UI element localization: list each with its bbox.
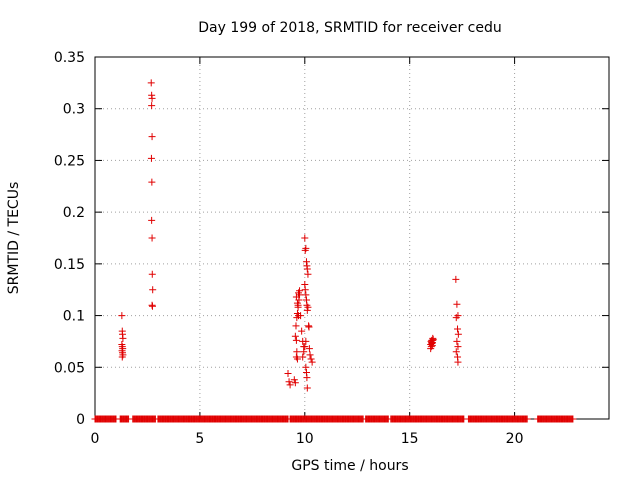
plot-area (94, 56, 610, 420)
data-point (292, 336, 300, 344)
data-point (454, 343, 462, 351)
chart-title: Day 199 of 2018, SRMTID for receiver ced… (198, 20, 501, 36)
data-point (302, 363, 310, 371)
data-point (307, 355, 315, 363)
data-point (149, 286, 157, 294)
y-tick-label: 0.25 (54, 153, 85, 169)
data-point (291, 332, 299, 340)
data-point (453, 300, 461, 308)
x-axis-label: GPS time / hours (291, 458, 408, 474)
data-point (148, 102, 156, 110)
y-tick-label: 0 (76, 412, 85, 428)
data-point (148, 94, 156, 102)
data-point (293, 355, 301, 363)
data-point (148, 178, 156, 186)
data-points (91, 79, 577, 423)
data-point (290, 376, 298, 384)
data-point (298, 327, 306, 335)
grid-lines (95, 57, 609, 419)
data-point (454, 358, 462, 366)
data-point (308, 358, 316, 366)
data-point (285, 378, 293, 386)
data-point (303, 374, 311, 382)
data-point (284, 369, 292, 377)
data-point (304, 303, 312, 311)
x-tick-label: 15 (401, 431, 419, 447)
data-point (452, 348, 460, 356)
data-point (293, 299, 301, 307)
data-point (305, 345, 313, 353)
data-point (148, 234, 156, 242)
data-point (302, 291, 310, 299)
data-point (297, 312, 305, 320)
data-point (303, 265, 311, 273)
data-point (303, 384, 311, 392)
data-point (428, 338, 436, 346)
y-axis-label: SRMTID / TECUs (6, 182, 22, 295)
data-point (148, 270, 156, 278)
data-point (294, 303, 302, 311)
data-point (301, 234, 309, 242)
data-point (301, 286, 309, 294)
y-tick-label: 0.35 (54, 50, 85, 66)
data-point (304, 270, 312, 278)
data-point (302, 337, 310, 345)
y-tick-label: 0.15 (54, 257, 85, 273)
data-point (292, 322, 300, 330)
y-tick-label: 0.1 (63, 309, 85, 325)
y-tick-label: 0.05 (54, 360, 85, 376)
x-tick-label: 10 (296, 431, 314, 447)
data-point (305, 323, 313, 331)
data-point (148, 302, 156, 310)
data-point (286, 381, 294, 389)
data-point (147, 154, 155, 162)
data-point (148, 216, 156, 224)
data-point (292, 293, 300, 301)
data-point (454, 330, 462, 338)
x-tick-label: 20 (506, 431, 524, 447)
data-point (293, 348, 301, 356)
y-tick-label: 0.2 (63, 205, 85, 221)
x-tick-label: 0 (91, 431, 100, 447)
data-point (303, 306, 311, 314)
data-point (147, 79, 155, 87)
data-point (301, 246, 309, 254)
zero-point (523, 415, 531, 423)
data-point (453, 337, 461, 345)
data-point (299, 353, 307, 361)
data-point (452, 314, 460, 322)
x-tick-label: 5 (195, 431, 204, 447)
data-point (118, 353, 126, 361)
data-point (291, 379, 299, 387)
data-point (452, 275, 460, 283)
data-point (454, 325, 462, 333)
data-point (300, 348, 308, 356)
y-tick-label: 0.3 (63, 102, 85, 118)
data-point (148, 133, 156, 141)
data-point (296, 287, 304, 295)
data-point (118, 312, 126, 320)
zero-point (569, 415, 577, 423)
data-point (301, 343, 309, 351)
data-point (119, 334, 127, 342)
axis-ticks: 0 0.05 0.1 0.15 0.2 0.25 0.3 0.35 0 5 10 15 20 (54, 50, 609, 447)
data-point (306, 351, 314, 359)
